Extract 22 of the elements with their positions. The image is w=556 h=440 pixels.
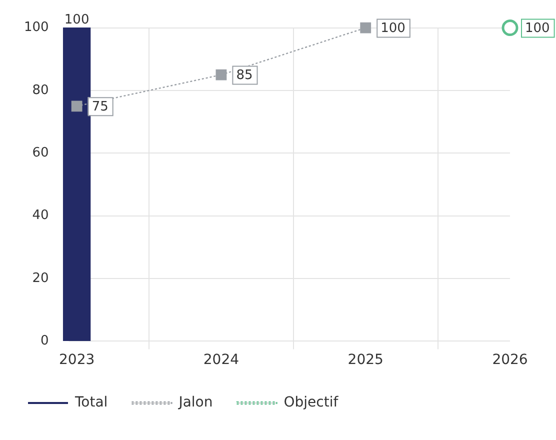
- point: [360, 22, 372, 34]
- data-label: 100: [525, 21, 550, 36]
- data-label: 100: [380, 21, 406, 36]
- y-tick-label: 0: [40, 334, 49, 349]
- y-tick-label: 40: [32, 208, 49, 224]
- x-tick-label: 2023: [58, 352, 95, 368]
- y-tick-label: 60: [32, 146, 49, 161]
- y-tick-label: 20: [32, 270, 49, 286]
- y-tick-label: 100: [24, 20, 49, 36]
- legend-label: Total: [74, 394, 108, 411]
- x-tick-label: 2026: [492, 352, 528, 368]
- legend-label: Jalon: [178, 394, 213, 411]
- x-tick-label: 2025: [348, 352, 384, 368]
- x-tick-label: 2024: [203, 352, 240, 368]
- data-label: 75: [92, 100, 108, 115]
- legend-label: Objectif: [284, 394, 340, 411]
- data-label: 85: [236, 68, 253, 84]
- point: [502, 20, 518, 36]
- data-label: 100: [64, 12, 90, 28]
- y-tick-label: 80: [32, 82, 49, 98]
- point: [216, 69, 227, 80]
- point: [71, 100, 82, 112]
